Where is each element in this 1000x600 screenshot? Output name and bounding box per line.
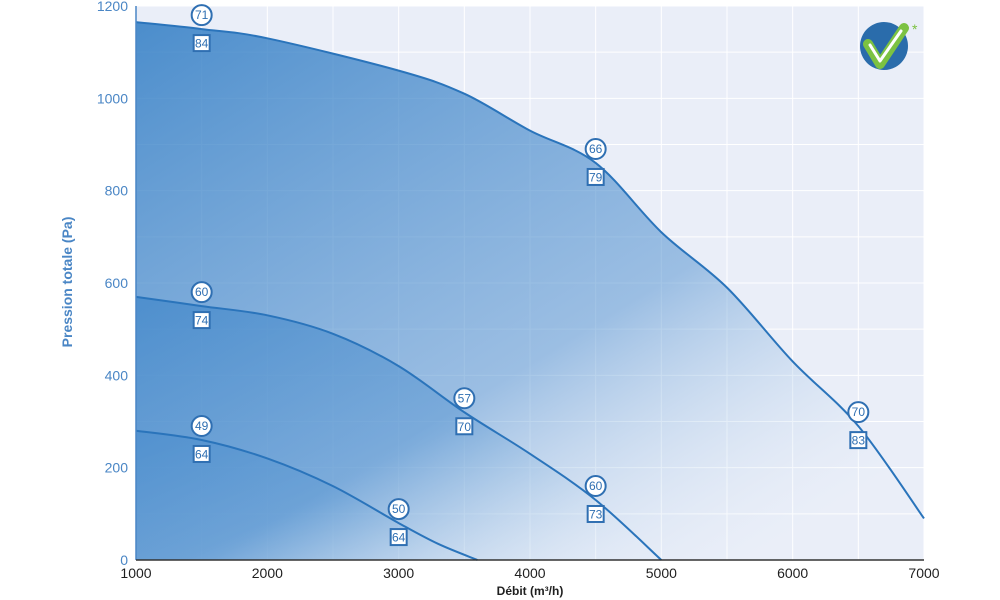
markers: 49 64 50 64 60 74 57 70 60 73 71 84 66 79 70 83 [190,4,870,547]
series-line [135,295,663,561]
square-marker-label: 79 [589,170,603,184]
operating-point-marker: 50 64 [387,498,410,547]
square-marker [389,528,408,547]
series-line [135,429,478,561]
square-marker [192,444,211,463]
square-marker-label: 84 [195,37,209,51]
operating-point-marker: 57 70 [453,387,476,436]
operating-point-marker: 66 79 [584,137,607,186]
series-areas [136,22,924,561]
x-tick-label: 2000 [252,565,283,581]
square-marker-label: 83 [852,434,866,448]
axes: 1000 2000 3000 4000 5000 6000 7000 0 200 400 600 80… [97,0,940,581]
circle-marker-label: 49 [195,419,209,433]
circle-marker [190,4,213,27]
square-marker [192,34,211,53]
y-tick-label: 1000 [97,90,128,106]
circle-marker [387,498,410,521]
x-tick-label: 3000 [383,565,414,581]
circle-marker [453,387,476,410]
operating-point-marker: 60 73 [584,474,607,523]
operating-point-marker: 71 84 [190,4,213,53]
circle-marker [847,401,870,424]
y-tick-label: 1200 [97,0,128,14]
y-tick-label: 600 [105,275,129,291]
x-tick-label: 6000 [777,565,808,581]
circle-marker-label: 60 [195,285,209,299]
series-area [136,22,924,561]
logo-asterisk: * [912,21,918,37]
circle-marker-label: 66 [589,142,603,156]
x-axis-title: Débit (m³/h) [497,584,564,598]
operating-point-marker: 70 83 [847,401,870,450]
operating-point-marker: 60 74 [190,281,213,330]
checkmark-highlight-icon [868,29,903,63]
y-axis-title: Pression totale (Pa) [59,217,75,348]
square-marker-label: 64 [392,531,406,545]
brand-logo: * [860,21,918,70]
x-tick-label: 4000 [514,565,545,581]
square-marker-label: 64 [195,447,209,461]
series-lines [135,21,925,561]
circle-marker [190,414,213,437]
y-tick-label: 400 [105,367,129,383]
x-tick-label: 1000 [120,565,151,581]
square-marker-label: 74 [195,314,209,328]
square-marker [192,311,211,330]
circle-marker-label: 71 [195,8,209,22]
x-tick-label: 5000 [646,565,677,581]
square-marker [586,167,605,186]
square-marker [586,504,605,523]
circle-marker [584,137,607,160]
circle-marker-label: 70 [852,405,866,419]
y-tick-label: 0 [120,552,128,568]
circle-marker [584,474,607,497]
square-marker-label: 73 [589,507,603,521]
square-marker [455,417,474,436]
circle-marker-label: 57 [458,391,472,405]
x-tick-label: 7000 [908,565,939,581]
circle-marker [190,281,213,304]
series-line [135,21,925,520]
circle-marker-label: 60 [589,479,603,493]
y-tick-label: 200 [105,460,129,476]
y-tick-label: 800 [105,183,129,199]
square-marker-label: 70 [458,420,472,434]
circle-marker-label: 50 [392,502,406,516]
square-marker [849,431,868,450]
operating-point-marker: 49 64 [190,414,213,463]
